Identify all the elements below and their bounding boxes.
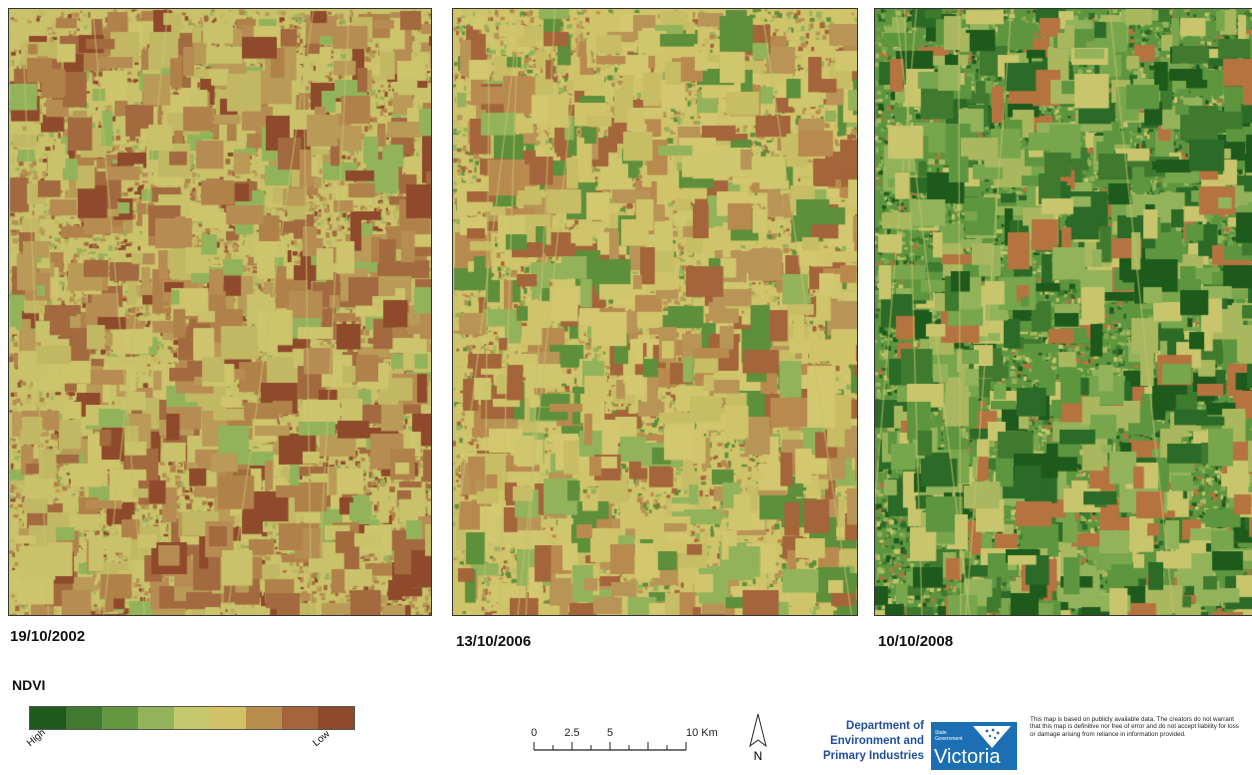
legend-swatch-8 [318,707,354,729]
legend-swatch-5 [210,707,246,729]
panel-date-2006: 13/10/2006 [456,633,532,650]
scale-tick-0: 0 [531,727,537,739]
panel-date-2008: 10/10/2008 [878,633,954,650]
ndvi-map-panel-2006 [452,8,858,616]
legend-swatch-3 [138,707,174,729]
panel-date-2002: 19/10/2002 [10,628,86,645]
scale-tick-5: 5 [607,727,613,739]
department-name: Department of Environment and Primary In… [796,719,924,764]
scale-tick-10: 10 Km [686,727,718,739]
legend-title: NDVI [12,677,46,693]
legend-swatch-2 [102,707,138,729]
ndvi-color-ramp [29,706,355,730]
victoria-government-logo: State Government Victoria [931,722,1017,770]
north-arrow: N [746,712,770,764]
legend-swatch-1 [66,707,102,729]
legend-swatch-6 [246,707,282,729]
department-line-3: Primary Industries [823,750,924,762]
ndvi-map-panel-2002 [8,8,432,616]
disclaimer-text: This map is based on publicly available … [1030,716,1239,738]
legend-swatch-0 [30,707,66,729]
legend-low-label: Low [310,728,333,749]
legend-swatch-4 [174,707,210,729]
victoria-triangle-icon [973,726,1011,748]
legend-swatch-7 [282,707,318,729]
scale-tick-2-5: 2.5 [564,727,579,739]
north-label: N [754,749,763,763]
scale-bar: 0 2.5 5 10 Km [520,720,760,770]
ndvi-raster-2002 [9,9,431,615]
department-line-2: Environment and [830,735,924,747]
ndvi-map-panel-2008 [874,8,1252,616]
legend-high-label: High [24,727,48,749]
north-arrow-icon: N [749,713,767,763]
logo-wordmark: Victoria [934,746,1001,768]
ndvi-raster-2006 [453,9,857,615]
ndvi-raster-2008 [875,9,1252,615]
department-line-1: Department of [846,720,924,732]
logo-gov-text: State Government [935,730,963,742]
